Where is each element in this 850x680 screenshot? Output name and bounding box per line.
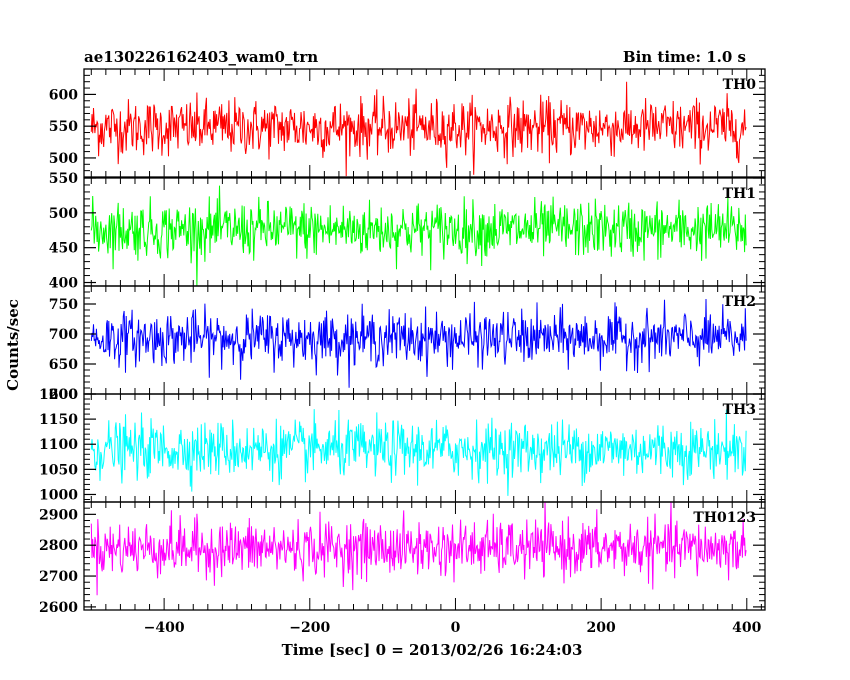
y-tick-label: 1100 [39,437,78,453]
y-tick-label: 2600 [39,600,78,616]
panel-frame [83,68,766,178]
y-tick-label: 2800 [39,538,78,554]
x-tick-label: −200 [289,620,330,636]
x-axis-label: Time [sec] 0 = 2013/02/26 16:24:03 [282,641,583,659]
panel-th3: 1000 1050 1100 1150 1200 TH3 [39,387,766,503]
x-tick-label: 200 [587,620,616,636]
panel-th2: 600 650 700 750 TH2 [49,285,766,403]
series-line-th0 [90,81,747,177]
x-tick-label: 0 [451,620,461,636]
panel-th0: 500 550 600 TH0 [49,68,766,178]
y-tick-label: 500 [49,151,78,167]
y-tick-label: 550 [49,119,78,135]
panel-label: TH0 [723,77,757,93]
y-tick-label: 550 [49,171,78,187]
y-tick-label: 2700 [39,569,78,585]
y-tick-label: 600 [49,387,78,403]
panel-label: TH1 [723,186,756,202]
series-line-th3 [90,409,747,496]
series-line-th0123 [90,502,747,596]
y-tick-label: 650 [49,357,78,373]
panels-group: 500 550 600 TH0 400 450 500 550 TH1 600 650 700 750 T… [39,68,766,616]
series-line-th2 [90,298,747,388]
y-tick-label: 1000 [39,487,78,503]
chart-title: ae130226162403_wam0_trn [84,48,318,66]
panel-label: TH3 [723,402,756,418]
y-tick-label: 450 [49,241,78,257]
y-tick-label: 700 [49,327,78,343]
panel-label: TH2 [723,294,756,310]
y-tick-label: 1050 [39,462,78,478]
y-tick-label: 1150 [39,412,78,428]
y-axis-label: Counts/sec [4,299,22,391]
x-tick-label: −400 [144,620,185,636]
y-tick-label: 750 [49,297,78,313]
bin-time-label: Bin time: 1.0 s [623,48,746,66]
y-tick-label: 2900 [39,507,78,523]
y-tick-label: 400 [49,276,78,292]
y-tick-label: 500 [49,206,78,222]
y-tick-label: 600 [49,87,78,103]
x-axis: −400 −200 0 200 400 [144,620,762,636]
panel-frame [83,501,766,611]
x-tick-label: 400 [732,620,761,636]
series-line-th1 [90,185,747,286]
panel-th0123: 2600 2700 2800 2900 TH0123 [39,501,766,616]
panel-th1: 400 450 500 550 TH1 [49,171,766,292]
panel-label: TH0123 [693,510,756,526]
y-tick-label: 1200 [39,387,78,403]
